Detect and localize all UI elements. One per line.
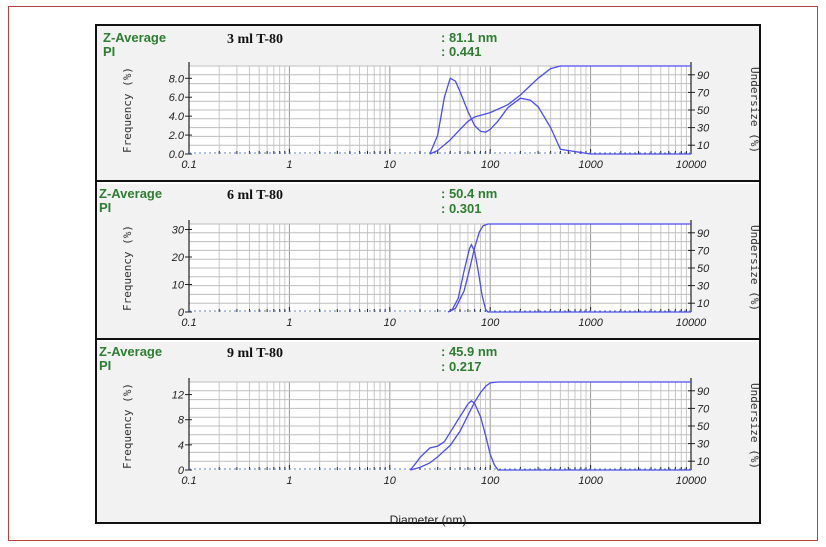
frequency-curve <box>447 243 691 313</box>
size-distribution-plot-9ml: 0 4 8 12 10 30 50 70 90 0.1 1 10 100 1000 10000 Frequen… <box>121 378 759 487</box>
panel-3ml: Z-Average PI 3 ml T-80 : 81.1 nm : 0.441… <box>97 26 759 182</box>
size-distribution-plot-3ml: 0.0 2.0 4.0 6.0 8.0 10 30 50 70 90 0.1 1 10 100 1000 10… <box>121 62 759 171</box>
z-average-value: : 50.4 nm <box>441 186 498 201</box>
y-right-tick-label: 70 <box>697 87 710 99</box>
x-tick-label: 100 <box>481 475 500 487</box>
pi-value: : 0.301 <box>441 201 482 216</box>
sample-name: 3 ml T-80 <box>227 32 284 47</box>
y-right-tick-label: 30 <box>697 123 710 135</box>
y-left-tick-label: 4 <box>178 440 184 452</box>
y-left-tick-label: 0.0 <box>169 149 185 161</box>
y-right-axis-title: Undersize (%) <box>748 225 759 311</box>
pi-label: PI <box>99 358 112 373</box>
pi-value: : 0.441 <box>441 44 482 59</box>
y-right-tick-label: 10 <box>697 456 710 468</box>
x-tick-label: 10000 <box>676 475 707 487</box>
panel-9ml: Z-Average PI 9 ml T-80 : 45.9 nm : 0.217… <box>97 342 759 522</box>
y-left-tick-label: 20 <box>171 252 185 264</box>
y-right-axis-title: Undersize (%) <box>748 67 759 153</box>
y-left-axis-title: Frequency (%) <box>121 383 134 469</box>
y-right-tick-label: 50 <box>697 421 710 433</box>
y-left-axis-title: Frequency (%) <box>121 225 134 311</box>
pi-label: PI <box>103 44 116 59</box>
x-tick-label: 1 <box>286 317 292 329</box>
y-right-axis-title: Undersize (%) <box>748 383 759 469</box>
y-right-tick-label: 90 <box>697 70 710 82</box>
x-tick-label: 1000 <box>578 317 603 329</box>
z-average-label: Z-Average <box>99 186 163 201</box>
undersize-curve <box>410 381 691 471</box>
y-left-tick-label: 12 <box>172 390 184 402</box>
y-right-tick-label: 30 <box>697 439 710 451</box>
pi-value: : 0.217 <box>441 359 482 374</box>
figure-frame <box>8 6 818 541</box>
x-tick-label: 10 <box>384 159 397 171</box>
y-left-tick-label: 0 <box>178 307 185 319</box>
y-left-tick-label: 2.0 <box>168 130 185 142</box>
pi-label: PI <box>99 200 112 215</box>
x-tick-label: 1 <box>286 159 292 171</box>
x-tick-label: 0.1 <box>181 475 196 487</box>
x-tick-label: 1000 <box>578 159 603 171</box>
y-right-tick-label: 90 <box>697 386 710 398</box>
undersize-curve <box>447 223 691 313</box>
x-tick-label: 10000 <box>676 317 707 329</box>
y-right-tick-label: 50 <box>697 105 710 117</box>
y-left-tick-label: 10 <box>172 280 185 292</box>
y-right-tick-label: 70 <box>697 403 710 415</box>
y-right-tick-label: 50 <box>697 263 710 275</box>
y-left-tick-label: 8 <box>178 415 185 427</box>
y-left-axis-title: Frequency (%) <box>121 67 134 153</box>
y-left-tick-label: 4.0 <box>169 111 185 123</box>
y-right-tick-label: 10 <box>697 140 710 152</box>
y-right-tick-label: 10 <box>697 298 710 310</box>
frequency-curve <box>429 77 691 155</box>
y-left-tick-label: 8.0 <box>169 73 185 85</box>
x-tick-label: 10 <box>384 317 397 329</box>
x-tick-label: 100 <box>481 317 500 329</box>
z-average-value: : 45.9 nm <box>441 344 498 359</box>
z-average-label: Z-Average <box>103 30 167 45</box>
y-right-tick-label: 70 <box>697 245 710 257</box>
x-tick-label: 10 <box>384 475 397 487</box>
y-left-tick-label: 30 <box>172 225 185 237</box>
y-left-tick-label: 6.0 <box>169 92 185 104</box>
y-left-tick-label: 0 <box>178 465 185 477</box>
undersize-curve <box>429 65 691 155</box>
y-right-tick-label: 90 <box>697 228 710 240</box>
y-right-tick-label: 30 <box>697 281 710 293</box>
x-tick-label: 0.1 <box>181 159 196 171</box>
x-tick-label: 100 <box>481 159 500 171</box>
x-tick-label: 1 <box>286 475 292 487</box>
frequency-curve <box>409 400 691 471</box>
dls-figure: Z-Average PI 3 ml T-80 : 81.1 nm : 0.441… <box>95 24 761 527</box>
x-tick-label: 1000 <box>578 475 603 487</box>
panel-6ml: Z-Average PI 6 ml T-80 : 50.4 nm : 0.301… <box>97 184 759 340</box>
x-axis-title: Diameter (nm) <box>389 513 467 527</box>
size-distribution-plot-6ml: 0 10 20 30 10 30 50 70 90 0.1 1 10 100 1000 10000 Frequ… <box>121 220 759 329</box>
sample-name: 9 ml T-80 <box>227 346 284 361</box>
x-tick-label: 10000 <box>676 159 707 171</box>
z-average-value: : 81.1 nm <box>441 30 498 45</box>
x-tick-label: 0.1 <box>181 317 196 329</box>
sample-name: 6 ml T-80 <box>227 188 284 203</box>
z-average-label: Z-Average <box>99 344 163 359</box>
